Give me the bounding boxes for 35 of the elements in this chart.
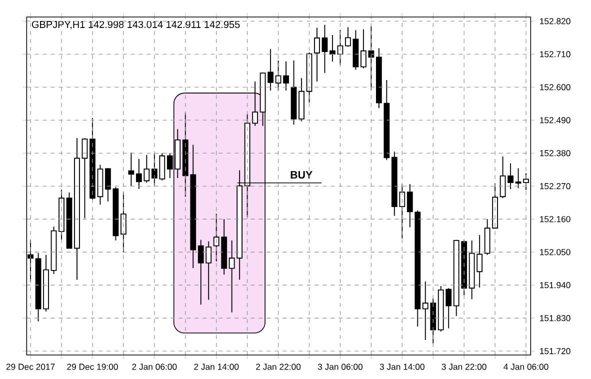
y-tick-label: 152.820 <box>540 18 570 24</box>
y-tick-label: 152.050 <box>540 249 570 256</box>
x-tick-label: 2 Jan 22:00 <box>256 364 301 370</box>
candlestick <box>345 26 351 48</box>
x-tick-label: 2 Jan 14:00 <box>194 364 239 370</box>
candlestick <box>128 152 134 187</box>
y-tick-label: 151.940 <box>540 282 570 288</box>
y-tick-label: 151.830 <box>540 315 570 322</box>
x-tick-label: 29 Dec 2017 <box>6 364 55 370</box>
x-tick-label: 29 Dec 19:00 <box>67 364 118 370</box>
candlestick <box>268 48 274 91</box>
x-tick-label: 4 Jan 06:00 <box>504 364 548 370</box>
candlestick <box>515 168 522 189</box>
x-tick-label: 2 Jan 06:00 <box>132 364 177 370</box>
x-tick-label: 3 Jan 06:00 <box>318 364 363 370</box>
ref-line-label: BUY <box>290 171 312 179</box>
y-tick-label: 152.600 <box>540 84 570 90</box>
y-tick-label: 152.490 <box>540 117 570 124</box>
y-tick-label: 152.380 <box>540 150 570 156</box>
candlestick <box>105 168 111 202</box>
x-tick-label: 3 Jan 22:00 <box>442 364 486 370</box>
y-tick-label: 152.160 <box>540 216 570 222</box>
y-tick-label: 152.710 <box>540 51 570 58</box>
y-tick-label: 152.270 <box>540 183 570 190</box>
chart-title: GBPJPY,H1 142.998 143.014 142.911 142.955 <box>32 20 240 30</box>
candlestick <box>508 162 514 190</box>
candlestick <box>82 138 88 219</box>
candlestick <box>330 34 336 62</box>
candlestick <box>500 156 506 199</box>
x-tick-label: 3 Jan 14:00 <box>380 364 424 370</box>
candlestick <box>283 60 289 91</box>
candlestick <box>406 184 413 228</box>
candlestick <box>314 27 320 82</box>
y-tick-label: 151.720 <box>540 348 570 354</box>
candlestick <box>322 24 328 74</box>
